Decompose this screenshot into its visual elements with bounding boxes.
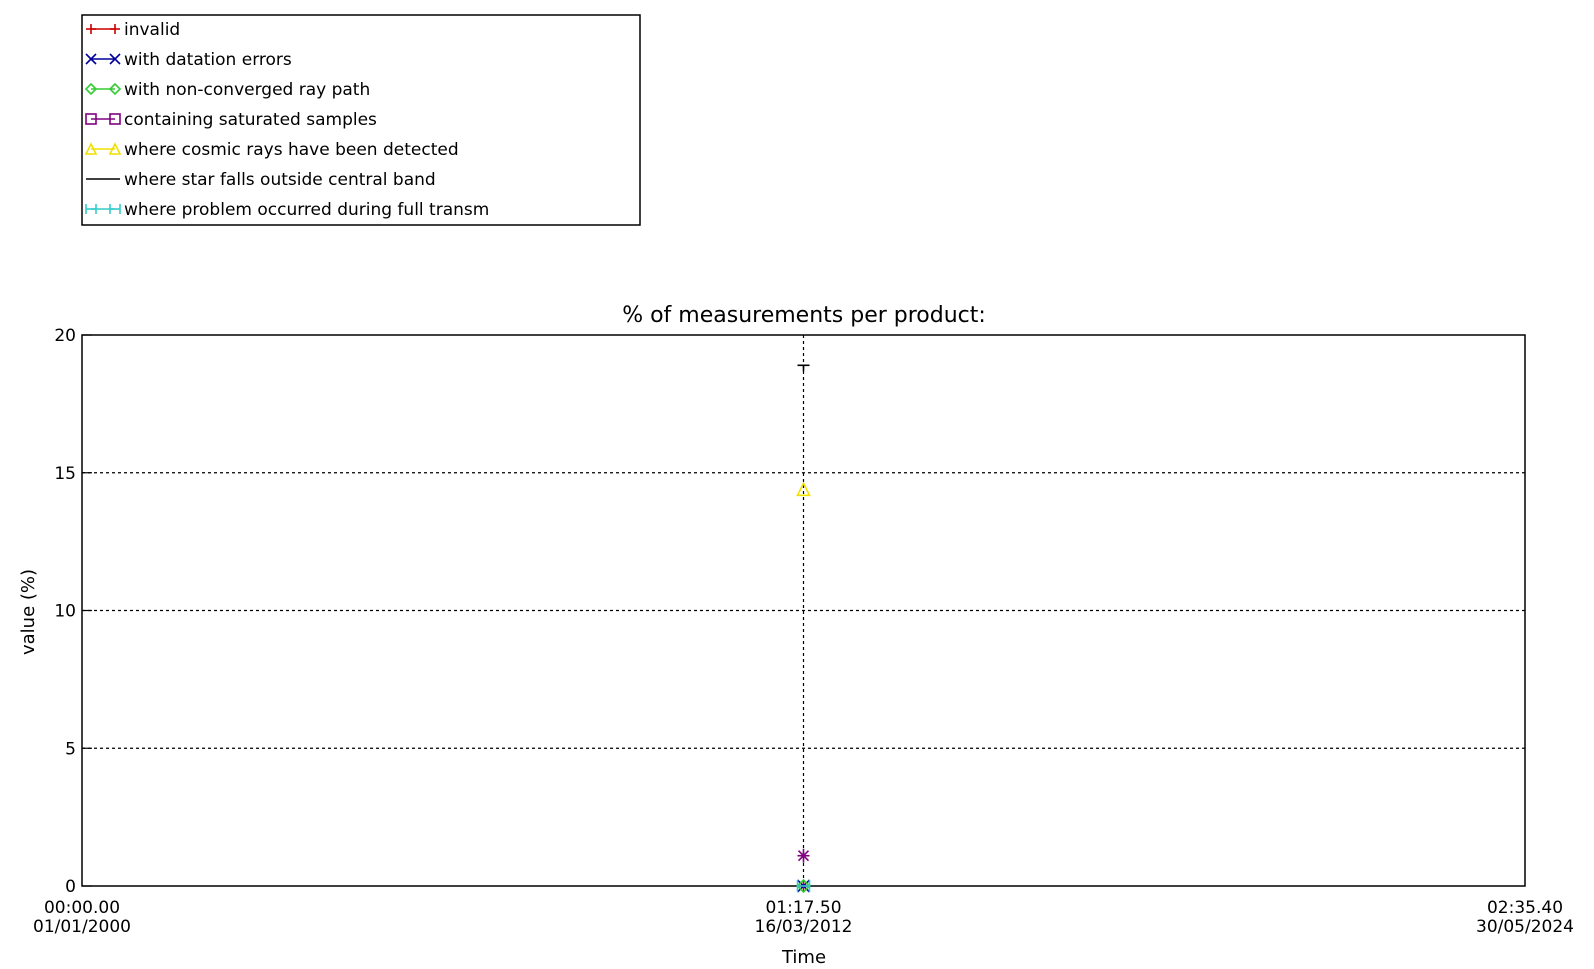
legend-label: where cosmic rays have been detected (124, 140, 459, 160)
y-tick-label: 5 (65, 739, 76, 759)
gridlines (82, 335, 1525, 886)
legend-marker-icon (109, 113, 121, 125)
legend-marker-icon (84, 82, 98, 96)
y-tick-label: 10 (54, 602, 76, 622)
legend-marker-icon (86, 24, 96, 34)
chart-title: % of measurements per product: (622, 303, 986, 328)
legend-label: with datation errors (124, 50, 292, 70)
legend-item: where star falls outside central band (86, 170, 436, 190)
x-tick-time-label: 02:35.40 (1487, 898, 1563, 918)
legend-marker-icon (85, 204, 97, 214)
legend-label: where problem occurred during full trans… (124, 200, 489, 220)
x-tick-time-label: 01:17.50 (765, 898, 841, 918)
legend-marker-icon (110, 24, 120, 34)
legend-item: with datation errors (85, 50, 292, 70)
legend-item: with non-converged ray path (84, 80, 370, 100)
legend-item: invalid (86, 20, 180, 40)
y-tick-label: 0 (65, 877, 76, 897)
legend-label: with non-converged ray path (124, 80, 370, 100)
y-tick-label: 20 (54, 326, 76, 346)
x-tick-date-label: 16/03/2012 (755, 917, 853, 937)
legend-marker-icon (108, 142, 122, 155)
legend-marker-icon (109, 204, 121, 214)
y-ticks: 0 5 10 15 20 (54, 326, 92, 897)
y-tick-label: 15 (54, 464, 76, 484)
legend-marker-icon (85, 53, 97, 65)
data-point (797, 364, 810, 372)
legend-marker-icon (108, 82, 122, 96)
y-axis-label: value (%) (18, 569, 39, 655)
legend-item: containing saturated samples (85, 110, 377, 130)
legend-marker-icon (109, 53, 121, 65)
x-tick-date-label: 30/05/2024 (1476, 917, 1574, 937)
x-tick-time-label: 00:00.00 (44, 898, 120, 918)
legend-label: where star falls outside central band (124, 170, 436, 190)
data-markers (796, 364, 811, 894)
legend-item: where problem occurred during full trans… (85, 200, 489, 220)
legend-item: where cosmic rays have been detected (84, 140, 459, 160)
data-point (796, 878, 811, 894)
legend-label: containing saturated samples (124, 110, 377, 130)
data-point-saturated (797, 848, 810, 863)
x-axis-label: Time (781, 947, 826, 968)
legend: invalid with datation errors with non-conv… (81, 14, 641, 226)
legend-marker-icon (85, 113, 97, 125)
legend-marker-icon (84, 142, 98, 155)
legend-box (81, 14, 641, 226)
legend-label: invalid (124, 20, 180, 40)
data-point (796, 880, 811, 892)
x-tick-date-label: 01/01/2000 (33, 917, 131, 937)
data-point (796, 481, 811, 497)
